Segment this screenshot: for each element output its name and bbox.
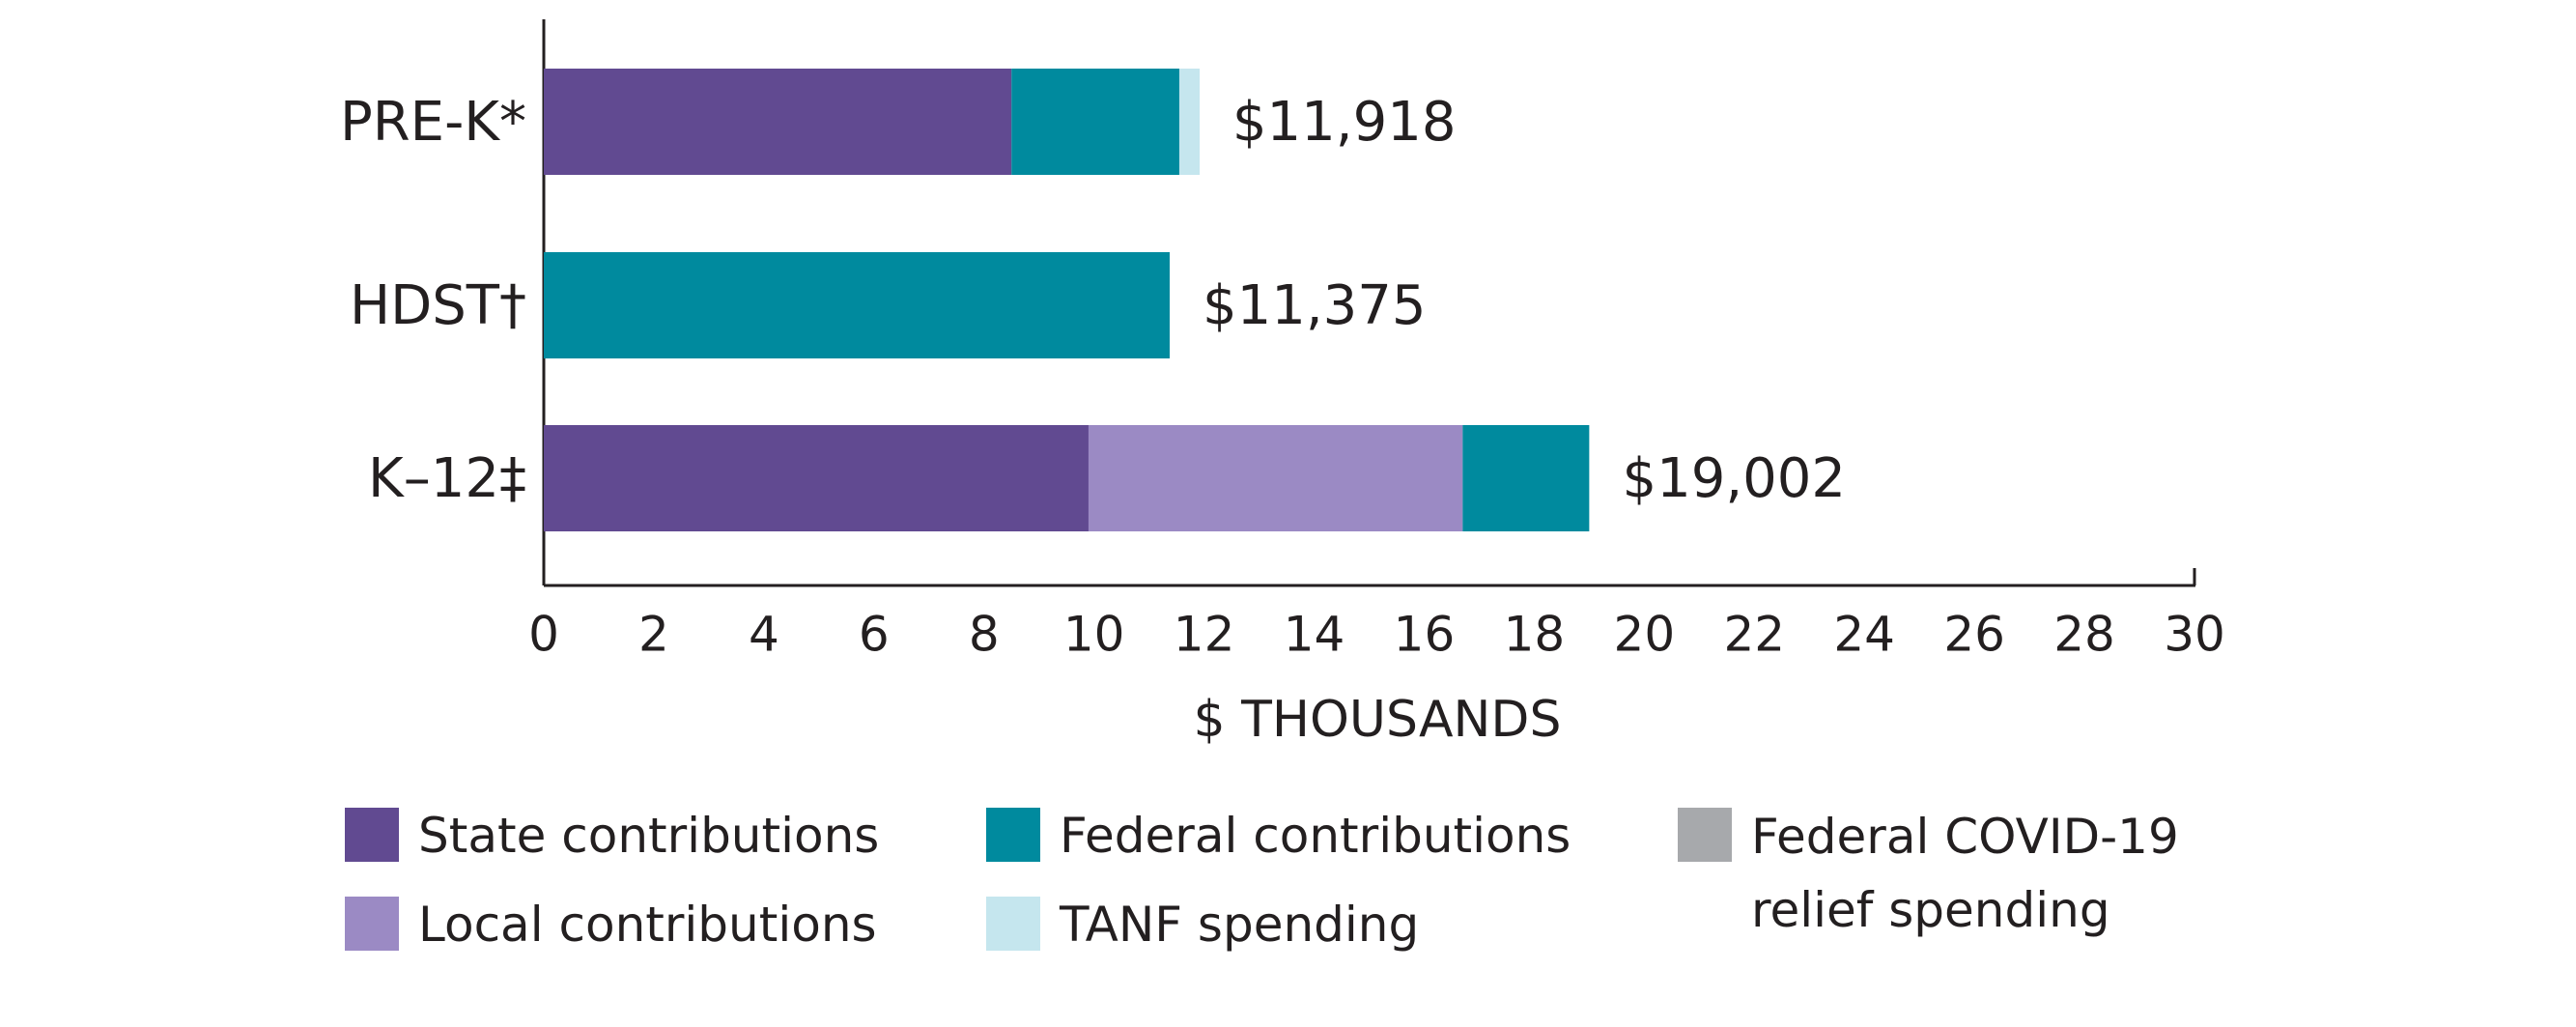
x-tick-label: 28 [2053,607,2115,663]
x-tick-label: 2 [638,607,669,663]
x-tick-label: 8 [969,607,1000,663]
x-tick-label: 4 [749,607,779,663]
legend-swatch [986,808,1040,862]
legend-swatch [986,897,1040,951]
legend-swatch [1678,808,1732,862]
y-tick-label: K–12‡ [368,447,526,510]
legend-label: TANF spending [1060,897,1420,953]
legend-label: Federal COVID-19 relief spending [1751,809,2179,938]
total-label: $19,002 [1622,447,1846,510]
legend-label: Federal contributions [1060,808,1571,864]
legend-item: Federal COVID-19 relief spending [1678,800,2277,947]
x-tick-label: 0 [528,607,559,663]
y-tick-label: HDST† [350,274,526,337]
x-tick-label: 30 [2164,607,2225,663]
bar-segment [1011,69,1179,175]
x-tick-label: 22 [1723,607,1785,663]
legend-swatch [345,808,399,862]
x-tick-label: 18 [1504,607,1566,663]
x-tick-label: 10 [1063,607,1125,663]
x-tick-label: 12 [1174,607,1235,663]
legend-item: Local contributions [345,889,877,960]
bar-segment [1462,425,1590,531]
legend-item: TANF spending [986,889,1419,960]
total-label: $11,375 [1203,274,1427,337]
legend-item: Federal contributions [986,800,1571,871]
legend-label: State contributions [418,808,880,864]
x-tick-label: 14 [1284,607,1345,663]
x-tick-label: 6 [859,607,890,663]
x-tick-label: 20 [1614,607,1676,663]
bar-segment [1088,425,1463,531]
legend-item: State contributions [345,800,879,871]
bar-segment [544,69,1012,175]
y-tick-label: PRE-K* [340,91,526,154]
bar-segment [1178,69,1201,175]
x-tick-label: 16 [1394,607,1456,663]
x-tick-label: 26 [1943,607,2005,663]
legend-swatch [345,897,399,951]
x-tick-label: 24 [1833,607,1895,663]
legend-label: Local contributions [418,897,877,953]
x-axis-title: $ THOUSANDS [1194,691,1562,749]
bar-segment [544,425,1089,531]
total-label: $11,918 [1232,91,1457,154]
bar-segment [544,252,1170,358]
